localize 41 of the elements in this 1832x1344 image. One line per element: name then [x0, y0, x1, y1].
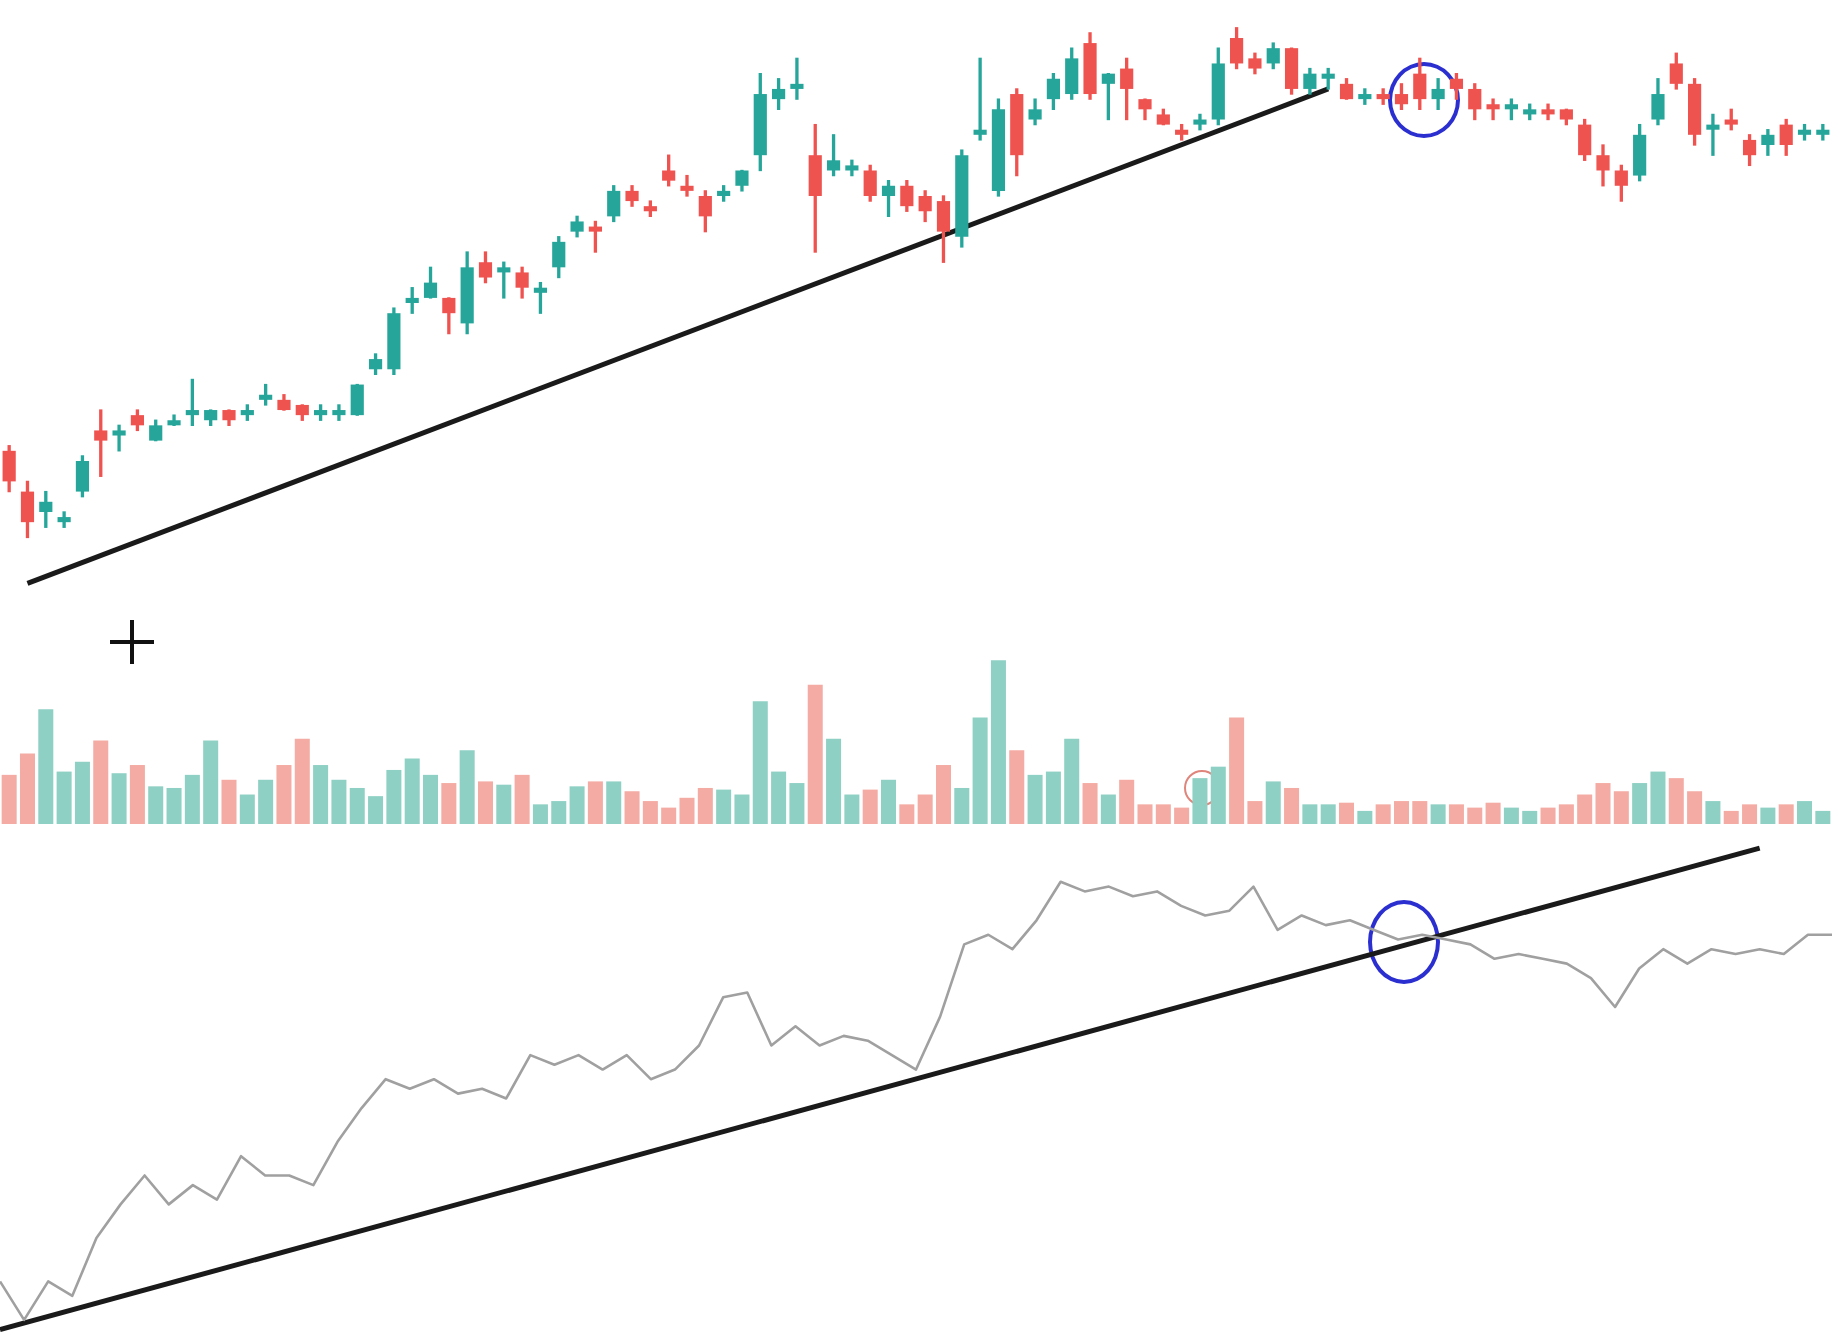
candlestick: [1486, 98, 1500, 121]
bar: [1284, 787, 1300, 824]
bar: [276, 765, 292, 824]
bar: [1760, 807, 1776, 824]
bar: [477, 781, 493, 824]
bar: [606, 781, 622, 824]
bar: [1082, 783, 1098, 824]
candlestick: [112, 424, 126, 452]
bar: [1320, 804, 1336, 824]
bar: [294, 738, 310, 824]
bar: [441, 783, 457, 824]
bar: [1485, 802, 1501, 824]
bar: [496, 784, 512, 824]
bar: [587, 781, 603, 824]
bar: [569, 786, 585, 824]
bar: [221, 779, 237, 824]
bar: [459, 750, 475, 824]
bar: [38, 709, 54, 824]
bar: [111, 773, 127, 824]
bar: [1778, 804, 1794, 824]
bar: [1100, 794, 1116, 824]
bar: [93, 740, 109, 824]
candlestick: [1706, 113, 1720, 156]
bar: [899, 804, 915, 824]
bar: [862, 789, 878, 824]
bar: [881, 779, 897, 824]
bar: [1009, 750, 1025, 824]
bar: [129, 765, 145, 824]
bar: [148, 786, 164, 824]
bar: [514, 774, 530, 824]
bar: [1705, 801, 1721, 824]
bar: [1430, 804, 1446, 824]
candlestick: [973, 57, 987, 141]
bar: [1265, 781, 1281, 824]
candlestick: [680, 174, 694, 197]
bar: [954, 787, 970, 824]
bar: [807, 684, 823, 824]
bar: [1339, 802, 1355, 824]
bar: [1357, 810, 1373, 824]
bar: [1302, 804, 1318, 824]
candlestick: [790, 57, 804, 100]
